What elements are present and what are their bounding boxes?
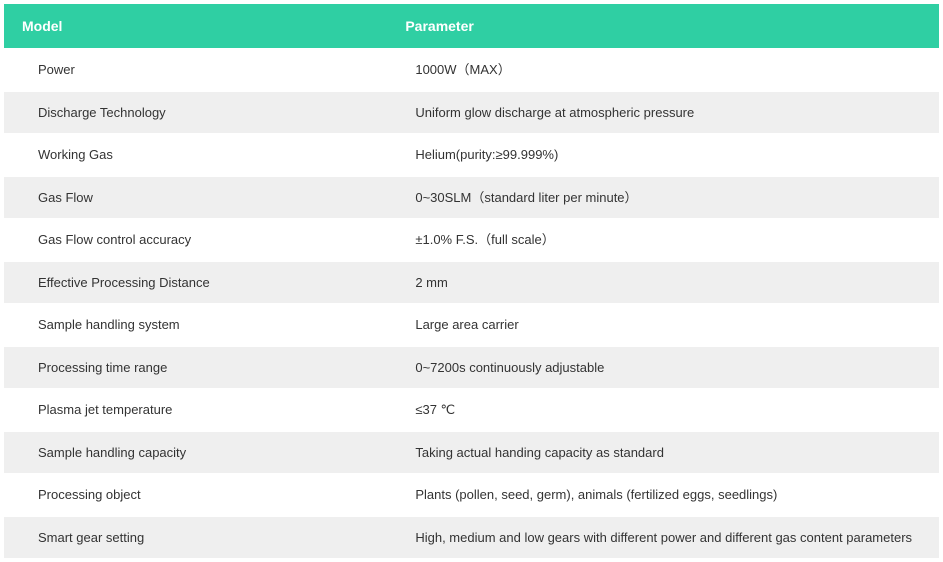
cell-model: Discharge Technology [4,91,387,134]
cell-model: Effective Processing Distance [4,261,387,304]
cell-model: Sample handling system [4,304,387,347]
table-row: Power 1000W（MAX） [4,49,939,92]
table-row: Effective Processing Distance 2 mm [4,261,939,304]
cell-model: Processing object [4,474,387,517]
table-row: Sample handling system Large area carrie… [4,304,939,347]
cell-model: Gas Flow control accuracy [4,219,387,262]
cell-model: Sample handling capacity [4,431,387,474]
table-row: Sample handling capacity Taking actual h… [4,431,939,474]
table-body: Power 1000W（MAX） Discharge Technology Un… [4,49,939,559]
cell-model: Working Gas [4,134,387,177]
table-row: Processing time range 0~7200s continuous… [4,346,939,389]
cell-parameter: High, medium and low gears with differen… [387,516,939,558]
table-row: Gas Flow 0~30SLM（standard liter per minu… [4,176,939,219]
header-parameter: Parameter [387,4,939,49]
cell-model: Processing time range [4,346,387,389]
cell-parameter: ±1.0% F.S.（full scale） [387,219,939,262]
spec-table-wrapper: Model Parameter Power 1000W（MAX） Dischar… [4,4,939,558]
cell-parameter: Helium(purity:≥99.999%) [387,134,939,177]
cell-parameter: 1000W（MAX） [387,49,939,92]
table-row: Smart gear setting High, medium and low … [4,516,939,558]
cell-model: Gas Flow [4,176,387,219]
cell-model: Power [4,49,387,92]
spec-table: Model Parameter Power 1000W（MAX） Dischar… [4,4,939,558]
cell-parameter: Plants (pollen, seed, germ), animals (fe… [387,474,939,517]
cell-parameter: 2 mm [387,261,939,304]
cell-model: Smart gear setting [4,516,387,558]
table-row: Working Gas Helium(purity:≥99.999%) [4,134,939,177]
cell-parameter: 0~30SLM（standard liter per minute） [387,176,939,219]
header-model: Model [4,4,387,49]
cell-parameter: 0~7200s continuously adjustable [387,346,939,389]
table-row: Gas Flow control accuracy ±1.0% F.S.（ful… [4,219,939,262]
cell-parameter: ≤37 ℃ [387,389,939,432]
table-row: Plasma jet temperature ≤37 ℃ [4,389,939,432]
table-row: Discharge Technology Uniform glow discha… [4,91,939,134]
cell-parameter: Taking actual handing capacity as standa… [387,431,939,474]
table-row: Processing object Plants (pollen, seed, … [4,474,939,517]
cell-parameter: Uniform glow discharge at atmospheric pr… [387,91,939,134]
cell-model: Plasma jet temperature [4,389,387,432]
table-header-row: Model Parameter [4,4,939,49]
cell-parameter: Large area carrier [387,304,939,347]
